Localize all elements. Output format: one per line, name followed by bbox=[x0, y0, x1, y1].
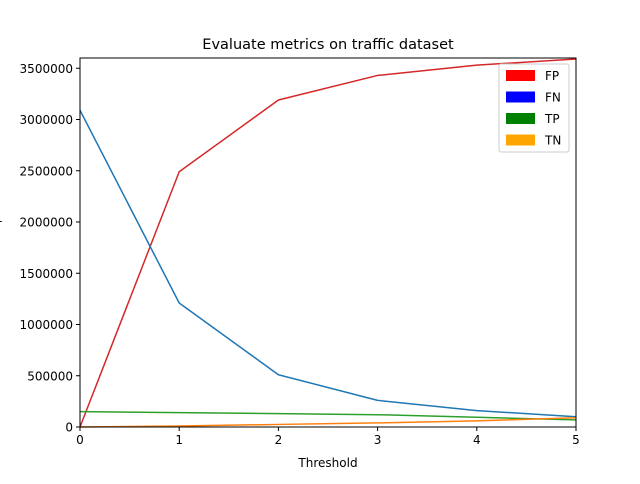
legend-label-fn: FN bbox=[545, 91, 561, 105]
series-line-1 bbox=[79, 58, 577, 428]
y-tick-label: 1000000 bbox=[20, 318, 73, 332]
legend-swatch-tp bbox=[506, 113, 535, 124]
x-tick-label: 4 bbox=[473, 433, 481, 447]
legend-swatch-tn bbox=[506, 134, 535, 146]
plot-frame bbox=[79, 57, 577, 428]
legend-swatch-fp bbox=[506, 70, 535, 81]
x-tick-label: 1 bbox=[175, 433, 183, 447]
x-tick-label: 0 bbox=[76, 433, 84, 447]
y-axis-label-fragment: - bbox=[0, 214, 2, 228]
y-tick-label: 3500000 bbox=[20, 62, 73, 76]
x-tick-label: 2 bbox=[275, 433, 283, 447]
y-tick-label: 2500000 bbox=[20, 164, 73, 178]
series-layer bbox=[79, 58, 577, 428]
x-tick-label: 5 bbox=[572, 433, 580, 447]
x-tick-label: 3 bbox=[374, 433, 382, 447]
series-line-2 bbox=[79, 109, 577, 418]
y-tick-label: 0 bbox=[65, 421, 73, 435]
y-tick-label: 2000000 bbox=[20, 216, 73, 230]
legend-label-fp: FP bbox=[545, 69, 559, 83]
series-line-3 bbox=[79, 410, 577, 421]
y-axis-ticks: 0 500000 1000000 1500000 2000000 2500000 30000… bbox=[20, 62, 80, 435]
y-tick-label: 500000 bbox=[27, 369, 73, 383]
x-axis-label: Threshold bbox=[297, 456, 357, 470]
x-axis-ticks: 0 1 2 3 4 5 bbox=[76, 427, 580, 447]
legend-label-tn: TN bbox=[544, 134, 561, 148]
chart-title: Evaluate metrics on traffic dataset bbox=[202, 37, 454, 53]
legend-box bbox=[498, 63, 570, 153]
legend-label-tp: TP bbox=[544, 112, 560, 126]
series-line-4 bbox=[79, 417, 577, 428]
y-tick-label: 3000000 bbox=[20, 113, 73, 127]
legend: FP FN TP TN bbox=[498, 63, 570, 153]
legend-swatch-fn bbox=[506, 91, 535, 103]
y-tick-label: 1500000 bbox=[20, 267, 73, 281]
